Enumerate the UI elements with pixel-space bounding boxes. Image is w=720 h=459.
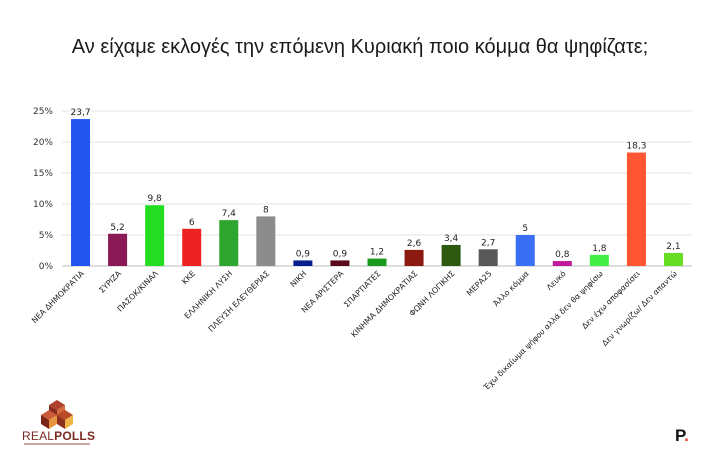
bar (219, 220, 239, 266)
x-tick-label: ΣΠΑΡΤΙΑΤΕΣ (342, 269, 382, 309)
data-label: 23,7 (71, 108, 91, 118)
realpolls-logo: REALPOLLS (22, 398, 96, 448)
data-label: 2,7 (481, 238, 495, 248)
bar (478, 249, 498, 266)
x-tick-label: ΜΕΡΑ25 (465, 269, 494, 298)
x-tick-label: Άλλο κόμμα (492, 269, 531, 308)
bar (589, 254, 609, 266)
bar (330, 260, 350, 266)
data-label: 5 (522, 224, 528, 234)
x-tick-label: ΚΚΕ (180, 269, 197, 286)
bar (108, 233, 128, 266)
x-tick-label: Δεν γνωρίζω/ Δεν απαντώ (600, 269, 679, 348)
data-label: 8 (263, 205, 269, 215)
data-label: 7,4 (222, 209, 237, 219)
logo-wordmark: REALPOLLS (22, 429, 96, 443)
data-label: 6 (189, 218, 195, 228)
data-label: 5,2 (110, 223, 124, 233)
bar (71, 119, 91, 266)
y-tick-label: 0% (39, 262, 54, 272)
y-tick-label: 15% (33, 169, 53, 179)
logo-underline (24, 443, 90, 445)
y-tick-label: 5% (39, 231, 54, 241)
bar (626, 152, 646, 266)
data-label: 2,6 (407, 239, 422, 249)
data-label: 9,8 (147, 194, 162, 204)
y-tick-label: 10% (33, 200, 53, 210)
x-tick-label: ΠΛΕΥΣΗ ΕΛΕΥΘΕΡΙΑΣ (207, 269, 272, 334)
data-label: 0,8 (555, 250, 570, 260)
x-tick-label: ΣΥΡΙΖΑ (97, 269, 123, 295)
bar (552, 261, 572, 266)
bars (71, 119, 683, 266)
value-labels: 23,7 5,2 9,8 6 7,4 8 0,9 0,9 1,2 2,6 3,4 2,7 5 0,8 1,8… (71, 108, 681, 260)
x-tick-label: Λευκό (545, 269, 568, 292)
x-tick-label: ΚΙΝΗΜΑ ΔΗΜΟΚΡΑΤΙΑΣ (349, 269, 419, 339)
chart-title: Αν είχαμε εκλογές την επόμενη Κυριακή πο… (71, 36, 649, 58)
data-label: 2,1 (666, 242, 680, 252)
logo-cubes-icon (41, 400, 73, 429)
bar (404, 249, 424, 266)
data-label: 18,3 (626, 142, 646, 152)
data-label: 1,8 (592, 244, 607, 254)
data-label: 0,9 (333, 249, 348, 259)
y-tick-label: 20% (33, 138, 53, 148)
y-axis-ticks: 0% 5% 10% 15% 20% 25% (33, 107, 53, 272)
bar (145, 205, 165, 266)
y-tick-label: 25% (33, 107, 53, 117)
data-label: 1,2 (370, 248, 384, 258)
bar (663, 252, 683, 266)
bar (293, 260, 313, 266)
bar (367, 258, 387, 266)
bar (515, 235, 535, 266)
x-tick-label: ΝΕΑ ΔΗΜΟΚΡΑΤΙΑ (30, 269, 86, 325)
data-label: 0,9 (296, 249, 311, 259)
data-label: 3,4 (444, 234, 459, 244)
x-tick-label: ΝΙΚΗ (288, 269, 308, 289)
publisher-logo: P. (675, 426, 689, 445)
bar (441, 244, 461, 266)
bar (256, 216, 276, 266)
bar (182, 228, 202, 266)
